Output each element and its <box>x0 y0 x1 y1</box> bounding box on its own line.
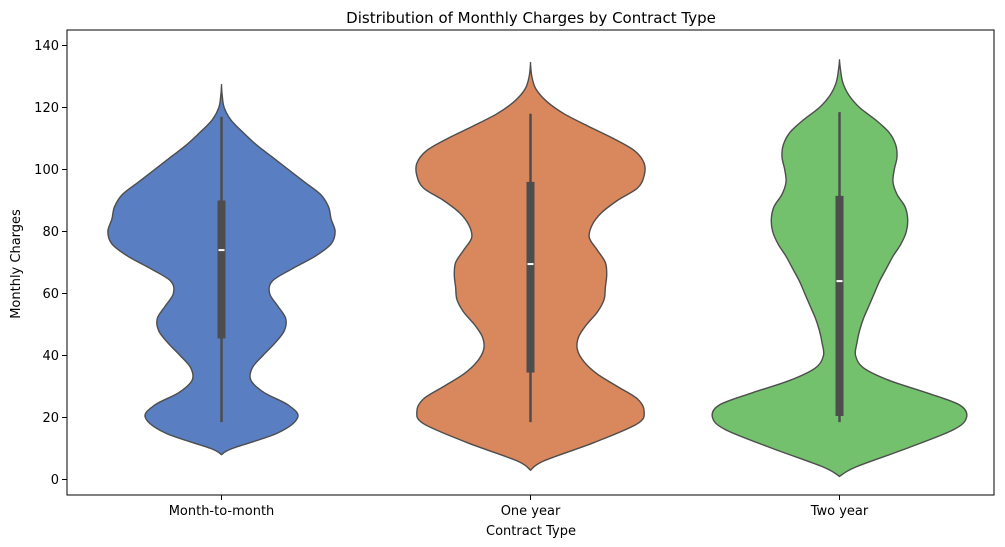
violin-month-to-month <box>107 83 336 456</box>
chart-title: Distribution of Monthly Charges by Contr… <box>346 9 716 27</box>
x-tick-label: One year <box>501 504 561 519</box>
y-axis: 0 20 40 60 80 100 120 140 <box>34 39 67 488</box>
violin-two-year <box>711 59 968 478</box>
x-tick-label: Month-to-month <box>169 504 275 519</box>
y-tick-label: 100 <box>34 163 59 178</box>
x-axis: Month-to-month One year Two year <box>169 495 869 519</box>
violin-one-year <box>415 61 646 472</box>
violins-layer <box>107 59 968 478</box>
y-tick-label: 140 <box>34 39 59 54</box>
y-tick-label: 40 <box>42 349 59 364</box>
iqr-box-one-year <box>526 181 535 373</box>
y-axis-label: Monthly Charges <box>9 209 24 319</box>
x-axis-label: Contract Type <box>486 524 576 539</box>
iqr-box-month-to-month <box>217 200 226 339</box>
y-tick-label: 20 <box>42 411 59 426</box>
x-tick-label: Two year <box>810 504 869 519</box>
y-tick-label: 0 <box>51 473 59 488</box>
y-tick-label: 60 <box>42 287 59 302</box>
y-tick-label: 80 <box>42 225 59 240</box>
y-tick-label: 120 <box>34 101 59 116</box>
iqr-box-two-year <box>835 195 844 416</box>
